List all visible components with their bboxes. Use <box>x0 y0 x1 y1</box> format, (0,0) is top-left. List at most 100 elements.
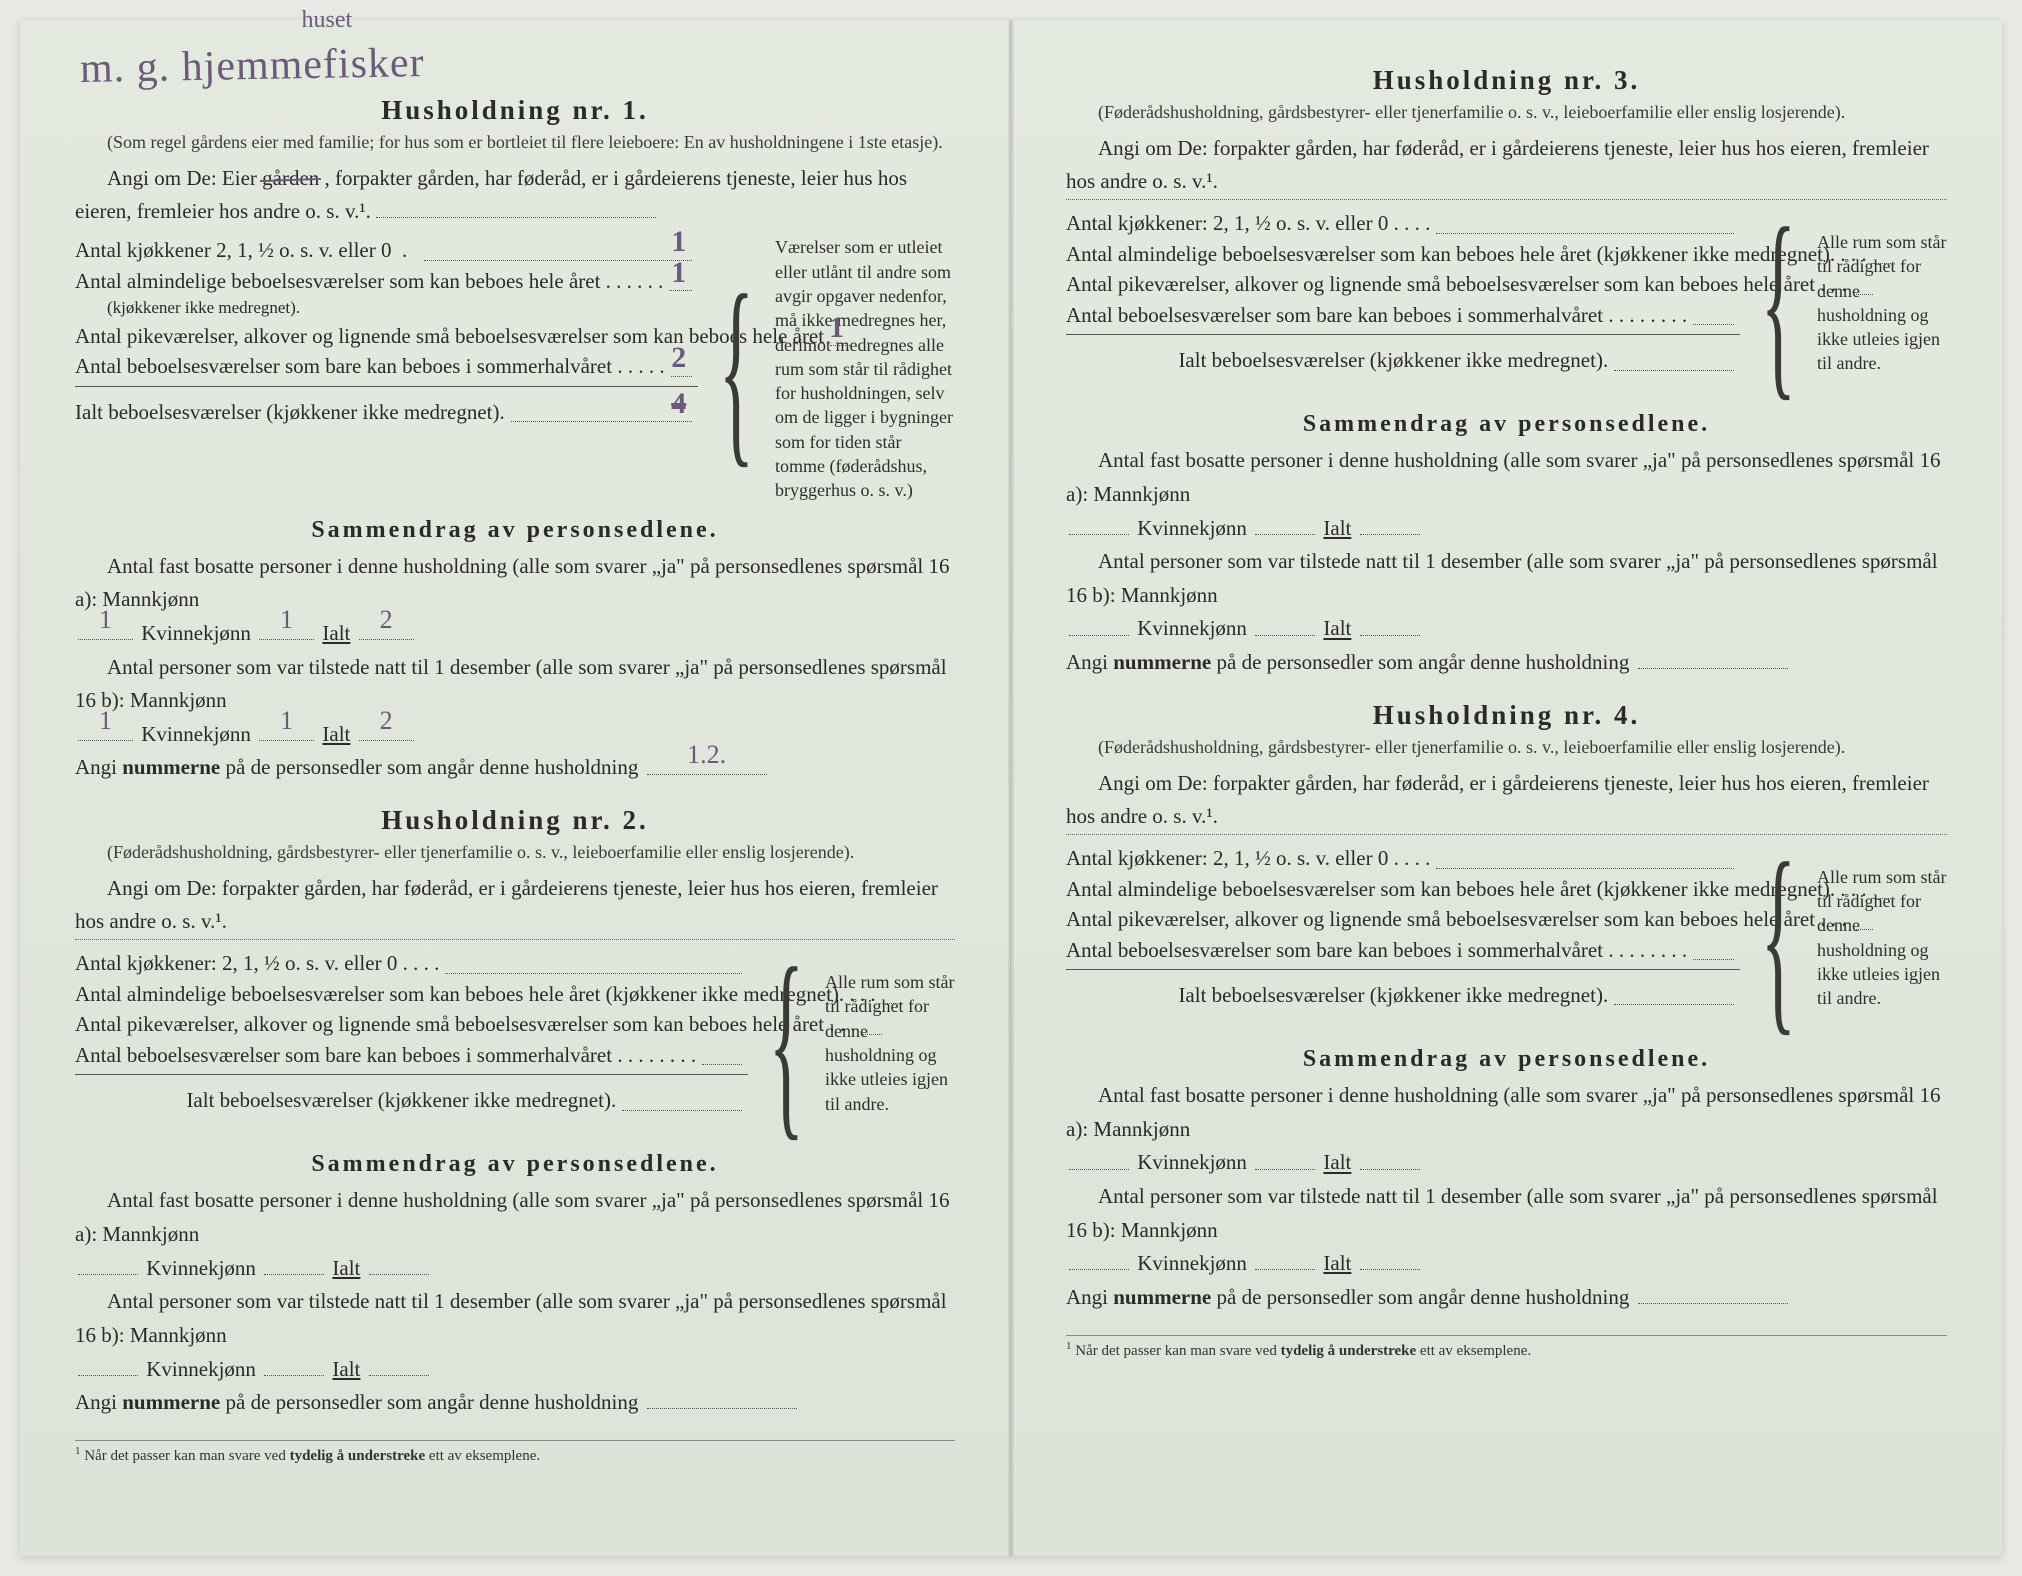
brace-icon: { <box>719 275 754 464</box>
fast-k-blank: 1 <box>259 617 314 640</box>
angi-blank-line <box>1066 199 1947 200</box>
present-k-blank <box>1255 612 1315 635</box>
present-ialt-hw: 2 <box>380 700 393 742</box>
summer-label: Antal beboelsesværelser som bare kan beb… <box>1066 935 1603 965</box>
household-4-summary-title: Sammendrag av personsedlene. <box>1066 1046 1947 1073</box>
household-4-title: Husholdning nr. 4. <box>1066 700 1947 731</box>
present-ialt-blank <box>1360 1247 1420 1270</box>
household-1-subtitle: (Som regel gårdens eier med familie; for… <box>75 130 955 154</box>
fast-m-blank: 1 <box>78 617 133 640</box>
room-lines: Antal kjøkkener: 2, 1, ½ o. s. v. eller … <box>1066 208 1740 397</box>
kitchens-label: Antal kjøkkener 2, 1, ½ o. s. v. eller 0 <box>75 235 392 265</box>
fast-m-blank <box>78 1252 138 1275</box>
household-4-sidenote: Alle rum som står til rådighet for denne… <box>1817 865 1947 1011</box>
present-k-label: Kvinnekjønn <box>1137 617 1247 641</box>
present-k-label: Kvinnekjønn <box>141 722 251 746</box>
present-ialt-label: Ialt <box>1323 1251 1351 1275</box>
right-footnote: 1 Når det passer kan man svare ved tydel… <box>1066 1335 1947 1360</box>
household-4-angi: Angi om De: forpakter gården, har føderå… <box>1066 767 1947 832</box>
fast-text: Antal fast bosatte personer i denne hush… <box>1066 1079 1947 1146</box>
household-3-fast: Antal fast bosatte personer i denne hush… <box>1066 444 1947 545</box>
total-fill <box>622 1110 742 1111</box>
household-4-rooms: Antal kjøkkener: 2, 1, ½ o. s. v. eller … <box>1066 843 1947 1032</box>
summer-fill <box>1693 959 1734 960</box>
household-4-subtitle: (Føderådshusholdning, gårdsbestyrer- ell… <box>1066 735 1947 759</box>
fast-text: Antal fast bosatte personer i denne hush… <box>75 1184 955 1251</box>
household-2-rooms: Antal kjøkkener: 2, 1, ½ o. s. v. eller … <box>75 948 955 1137</box>
summer-fill <box>702 1064 742 1065</box>
household-3-rooms: Antal kjøkkener: 2, 1, ½ o. s. v. eller … <box>1066 208 1947 397</box>
summer-fill: 2 <box>671 376 693 377</box>
ordinary-label: Antal almindelige beboelsesværelser som … <box>75 979 844 1009</box>
summer-fill <box>1693 324 1734 325</box>
household-2-subtitle: (Føderådshusholdning, gårdsbestyrer- ell… <box>75 840 955 864</box>
household-1-angi: Angi om De: Eier gården huset, forpakter… <box>75 162 955 227</box>
ordinary-label: Antal almindelige beboelsesværelser som … <box>75 266 600 296</box>
household-4-numbers: Angi nummerne på de personsedler som ang… <box>1066 1281 1947 1315</box>
total-fill: 4 <box>511 421 692 422</box>
household-1-numbers: Angi nummerne på de personsedler som ang… <box>75 751 955 785</box>
household-3-numbers: Angi nummerne på de personsedler som ang… <box>1066 646 1947 680</box>
present-m-hw: 1 <box>99 700 112 742</box>
household-3-sidenote: Alle rum som står til rådighet for denne… <box>1817 230 1947 376</box>
fast-ialt-blank <box>369 1252 429 1275</box>
brace-icon: { <box>1761 208 1796 397</box>
present-m-blank <box>1069 612 1129 635</box>
ordinary-fill <box>1873 898 1893 899</box>
present-k-label: Kvinnekjønn <box>146 1357 256 1381</box>
maid-fill: 1 <box>830 345 850 346</box>
maid-label: Antal pikeværelser, alkover og lignende … <box>1066 904 1815 934</box>
present-ialt-label: Ialt <box>332 1357 360 1381</box>
room-lines: Antal kjøkkener: 2, 1, ½ o. s. v. eller … <box>75 948 748 1137</box>
brace-icon: { <box>1761 843 1796 1032</box>
household-3-angi: Angi om De: forpakter gården, har føderå… <box>1066 132 1947 197</box>
kitchens-fill <box>1436 233 1734 234</box>
summer-label: Antal beboelsesværelser som bare kan beb… <box>75 351 612 381</box>
kitchens-label: Antal kjøkkener: 2, 1, ½ o. s. v. eller … <box>75 948 397 978</box>
fast-k-blank <box>1255 512 1315 535</box>
present-k-blank <box>264 1353 324 1376</box>
angi-blank-line <box>1066 834 1947 835</box>
room-lines: Antal kjøkkener 2, 1, ½ o. s. v. eller 0… <box>75 235 698 502</box>
fast-ialt-label: Ialt <box>1323 1151 1351 1175</box>
present-ialt-label: Ialt <box>322 722 350 746</box>
summer-label: Antal beboelsesværelser som bare kan beb… <box>75 1040 612 1070</box>
household-2-summary-title: Sammendrag av personsedlene. <box>75 1151 955 1178</box>
rooms-rule <box>75 1074 748 1075</box>
household-1-sidenote: Værelser som er utleiet eller utlånt til… <box>775 235 955 502</box>
summer-label: Antal beboelsesværelser som bare kan beb… <box>1066 300 1603 330</box>
fast-ialt-label: Ialt <box>1323 516 1351 540</box>
total-hw: 4 <box>671 382 686 426</box>
present-k-label: Kvinnekjønn <box>1137 1251 1247 1275</box>
fast-ialt-blank <box>1360 1146 1420 1169</box>
present-ialt-blank <box>369 1353 429 1376</box>
angi-blank <box>376 197 656 218</box>
household-4-fast: Antal fast bosatte personer i denne hush… <box>1066 1079 1947 1180</box>
ordinary-label: Antal almindelige beboelsesværelser som … <box>1066 239 1835 269</box>
fast-text: Antal fast bosatte personer i denne hush… <box>1066 444 1947 511</box>
ordinary-hw: 1 <box>671 251 686 295</box>
present-text: Antal personer som var tilstede natt til… <box>75 651 955 718</box>
fast-text: Antal fast bosatte personer i denne hush… <box>75 550 955 617</box>
household-1-title: Husholdning nr. 1. <box>75 95 955 126</box>
page-fold <box>1008 20 1014 1556</box>
angi-prefix: Angi om De: Eier <box>107 166 262 190</box>
fast-m-blank <box>1069 1146 1129 1169</box>
right-page: Husholdning nr. 3. (Føderådshusholdning,… <box>1011 20 2002 1556</box>
ordinary-fill <box>882 1003 902 1004</box>
present-k-hw: 1 <box>280 700 293 742</box>
numbers-blank <box>647 1386 797 1409</box>
rooms-rule <box>1066 334 1740 335</box>
kitchens-fill <box>445 973 742 974</box>
handwritten-note: m. g. hjemmefisker <box>80 39 425 93</box>
maid-label: Antal pikeværelser, alkover og lignende … <box>1066 269 1815 299</box>
fast-k-label: Kvinnekjønn <box>146 1256 256 1280</box>
ordinary-fill: 1 <box>669 290 692 291</box>
fast-ialt-label: Ialt <box>332 1256 360 1280</box>
numbers-hw: 1.2. <box>687 734 726 776</box>
present-m-blank: 1 <box>78 718 133 741</box>
fast-k-label: Kvinnekjønn <box>1137 1151 1247 1175</box>
household-3: Husholdning nr. 3. (Føderådshusholdning,… <box>1066 65 1947 680</box>
total-fill <box>1614 370 1734 371</box>
total-label: Ialt beboelsesværelser (kjøkkener ikke m… <box>1178 345 1608 375</box>
